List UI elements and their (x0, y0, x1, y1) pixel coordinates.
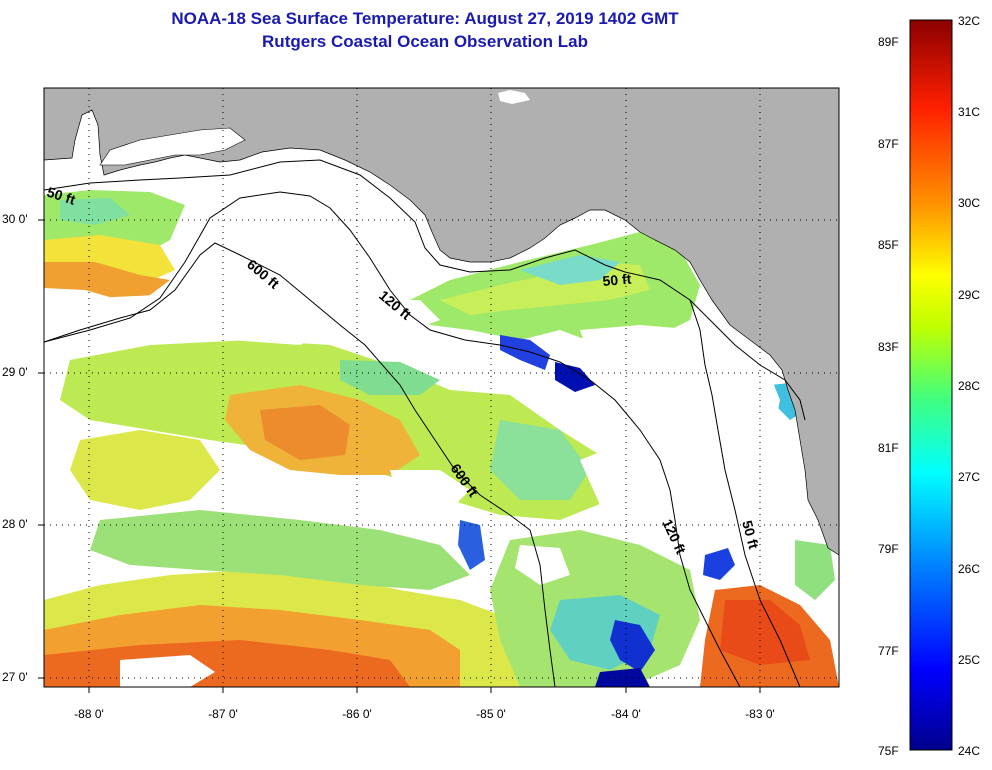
cloud-patch (44, 285, 330, 350)
sst-patch (595, 668, 650, 687)
cloud-patch (120, 655, 215, 687)
colorbar-fahrenheit-label: 83F (878, 340, 899, 354)
map-title: NOAA-18 Sea Surface Temperature: August … (171, 9, 679, 28)
lat-label: 28 0' (2, 517, 28, 531)
map-subtitle: Rutgers Coastal Ocean Observation Lab (262, 32, 588, 51)
sst-field (44, 190, 839, 687)
lon-label: -84 0' (611, 707, 641, 721)
cloud-patch (360, 300, 440, 335)
contour-50ft (44, 159, 806, 421)
sst-patch (795, 540, 835, 600)
colorbar-fahrenheit-label: 77F (878, 644, 899, 658)
colorbar-fahrenheit-label: 87F (878, 137, 899, 151)
axis-ticks (38, 219, 761, 693)
cloud-patch (515, 545, 570, 585)
bay (99, 127, 246, 166)
lon-label: -86 0' (342, 707, 372, 721)
sst-patch (458, 520, 485, 570)
sst-patch (70, 430, 220, 510)
contour-label: 50 ft (739, 519, 762, 551)
colorbar-celsius-label: 32C (958, 14, 981, 28)
contour-label: 50 ft (602, 271, 632, 289)
contour-600ft (44, 242, 556, 687)
colorbar-fahrenheit-label: 81F (878, 441, 899, 455)
lat-label: 27 0' (2, 670, 28, 684)
graticule (44, 88, 839, 687)
sst-patch (490, 420, 590, 500)
lon-label: -87 0' (208, 707, 238, 721)
lon-label: -85 0' (476, 707, 506, 721)
sst-patch (500, 335, 550, 370)
colorbar-fahrenheit-label: 89F (878, 35, 899, 49)
contour-50ft-south (689, 299, 801, 687)
sst-patch (60, 198, 130, 225)
lon-label: -83 0' (745, 707, 775, 721)
colorbar-celsius-label: 25C (958, 653, 981, 667)
lake (498, 90, 530, 104)
colorbar-celsius-label: 29C (958, 288, 981, 302)
colorbar-celsius-label: 30C (958, 196, 981, 210)
colorbar-fahrenheit-label: 79F (878, 542, 899, 556)
colorbar-fahrenheit-label: 75F (878, 744, 899, 758)
lat-label: 30 0' (2, 212, 28, 226)
lat-label: 29 0' (2, 365, 28, 379)
cloud-patch (390, 470, 470, 510)
sst-patch (340, 360, 440, 395)
map-frame (43, 87, 840, 688)
depth-contours (44, 159, 806, 687)
colorbar-celsius-label: 26C (958, 562, 981, 576)
sst-patch (520, 255, 620, 285)
sst-patch (90, 510, 470, 590)
colorbar (909, 19, 953, 751)
contour-120ft (44, 191, 741, 687)
sst-patch (260, 405, 350, 460)
sst-patch (720, 600, 810, 665)
sst-patch (610, 620, 655, 672)
cloud-patch (580, 325, 780, 510)
colorbar-celsius-label: 31C (958, 105, 981, 119)
colorbar-celsius-label: 28C (958, 379, 981, 393)
cloud-masks (44, 285, 780, 687)
colorbar-celsius-label: 24C (958, 744, 981, 758)
colorbar-celsius-label: 27C (958, 470, 981, 484)
sst-patch (555, 362, 595, 392)
lon-label: -88 0' (74, 707, 104, 721)
sst-patch (703, 548, 735, 580)
sst-patch (44, 262, 170, 300)
colorbar-fahrenheit-label: 85F (878, 238, 899, 252)
